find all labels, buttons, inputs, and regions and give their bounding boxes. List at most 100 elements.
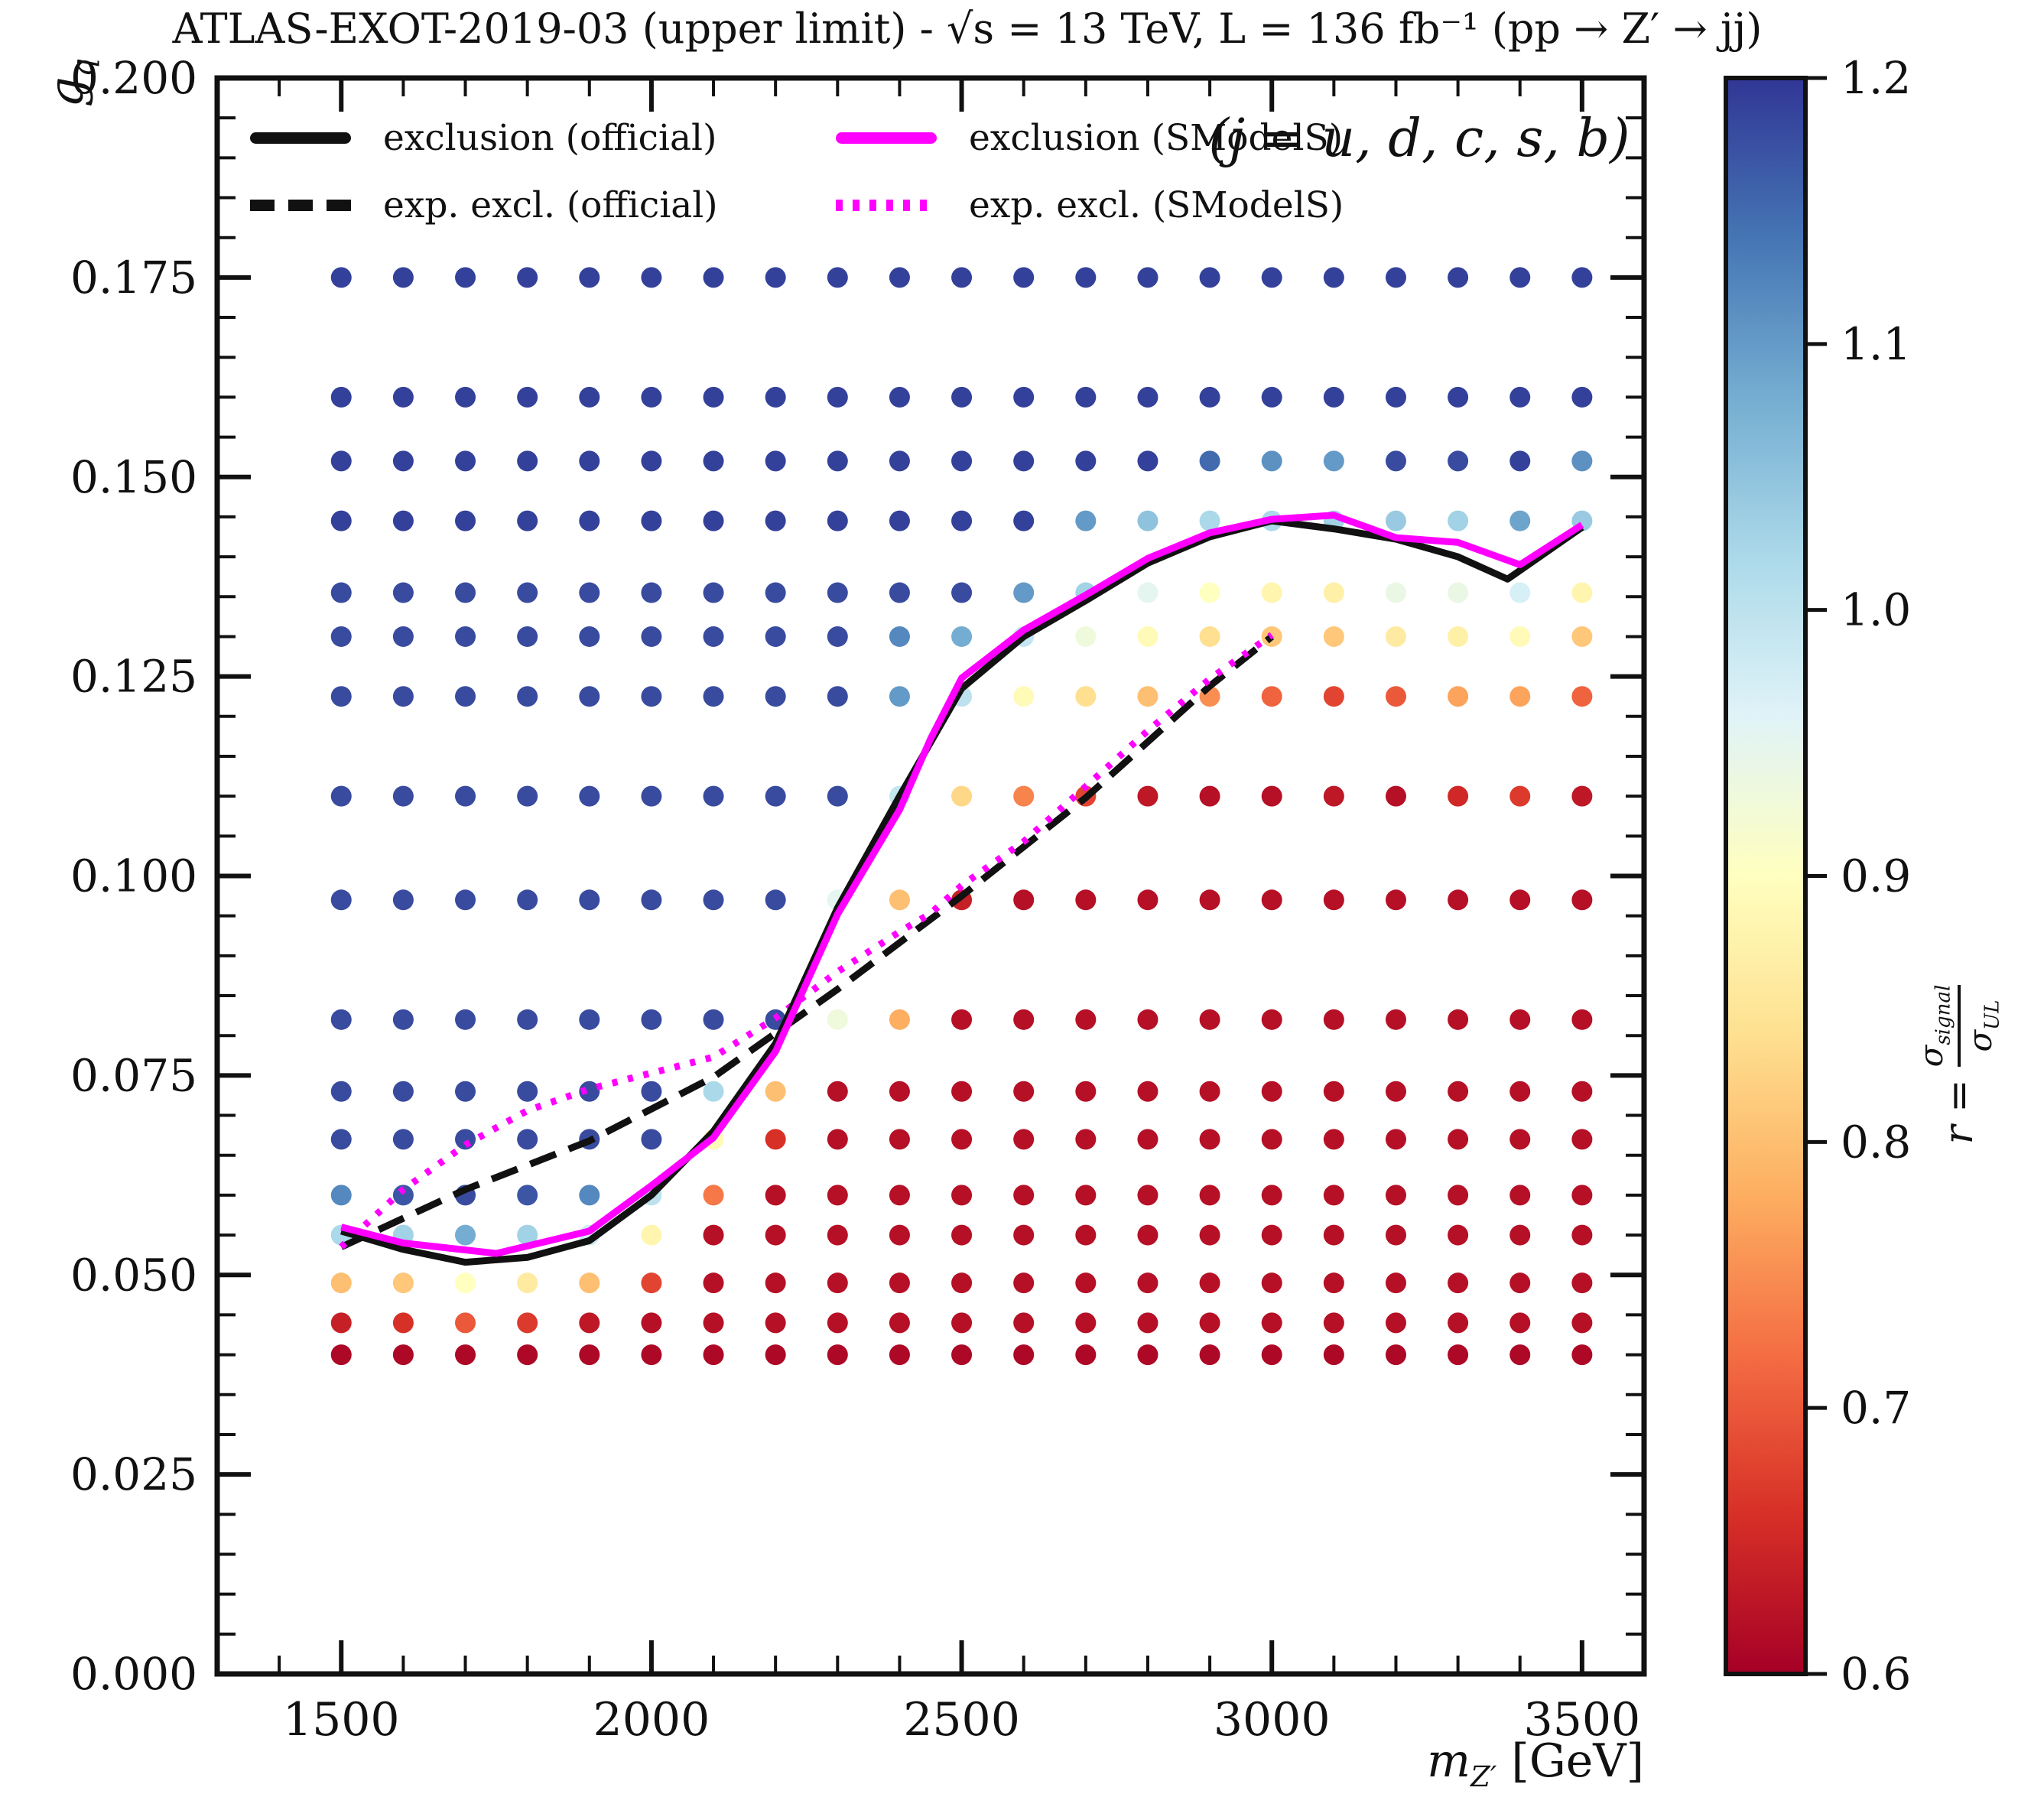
data-point — [827, 686, 848, 707]
data-point — [579, 510, 600, 531]
data-point — [703, 1224, 724, 1246]
data-point — [392, 1312, 414, 1334]
data-point — [1323, 1224, 1344, 1246]
data-point — [641, 785, 662, 807]
data-point — [1199, 1224, 1220, 1246]
data-point — [1571, 1081, 1593, 1102]
data-point — [827, 1185, 848, 1206]
data-point — [641, 582, 662, 603]
data-point — [1261, 386, 1282, 408]
data-point — [1199, 510, 1220, 531]
data-point — [392, 1272, 414, 1294]
data-point — [1199, 450, 1220, 472]
data-point — [1261, 1185, 1282, 1206]
data-point — [1261, 1081, 1282, 1102]
data-point — [827, 1009, 848, 1030]
data-point — [827, 267, 848, 288]
data-point — [1509, 626, 1531, 647]
exclusion-official--line — [340, 517, 1584, 1266]
data-point — [765, 1224, 786, 1246]
data-point — [1261, 1272, 1282, 1294]
data-point — [1448, 450, 1469, 472]
data-point — [1261, 889, 1282, 911]
data-point — [1013, 1129, 1035, 1150]
data-point — [1261, 1009, 1282, 1030]
data-point — [579, 1185, 600, 1206]
data-point — [455, 686, 476, 707]
data-point — [889, 1185, 910, 1206]
data-point — [517, 1129, 538, 1150]
data-point — [455, 386, 476, 408]
data-point — [641, 386, 662, 408]
data-point — [951, 626, 973, 647]
data-point — [1323, 1185, 1344, 1206]
data-point — [1013, 1272, 1035, 1294]
colorbar-tick-label: 0.7 — [1841, 1382, 1911, 1434]
data-point — [1013, 686, 1035, 707]
x-axis-label-var: m — [1427, 1734, 1471, 1788]
data-point — [765, 450, 786, 472]
data-point — [1385, 1009, 1406, 1030]
data-point — [330, 1272, 352, 1294]
data-point — [889, 267, 910, 288]
data-point — [641, 1081, 662, 1102]
data-point — [641, 1344, 662, 1366]
data-point — [1013, 889, 1035, 911]
y-axis-label-var: g — [38, 76, 94, 108]
dotted-magenta-line-swatch — [836, 199, 937, 211]
data-point — [1448, 1312, 1469, 1334]
data-point — [455, 1009, 476, 1030]
data-point — [455, 1129, 476, 1150]
data-point — [1448, 1009, 1469, 1030]
data-point — [1199, 386, 1220, 408]
data-point — [765, 1081, 786, 1102]
data-point — [1075, 1185, 1097, 1206]
data-point — [1261, 1129, 1282, 1150]
data-point — [579, 582, 600, 603]
data-point — [1013, 1344, 1035, 1366]
data-point — [1323, 582, 1344, 603]
data-point — [517, 1272, 538, 1294]
data-point — [330, 686, 352, 707]
data-point — [1323, 1129, 1344, 1150]
data-point — [765, 1129, 786, 1150]
colorbar-gradient — [1726, 78, 1805, 1674]
data-point — [392, 1129, 414, 1150]
data-point — [1509, 1344, 1531, 1366]
data-point — [951, 510, 973, 531]
data-point — [1075, 686, 1097, 707]
x-axis-label-sub: Z′ — [1470, 1760, 1497, 1793]
data-point — [1323, 1081, 1344, 1102]
data-point — [517, 889, 538, 911]
x-tick-label: 2000 — [593, 1693, 710, 1747]
data-point — [1385, 626, 1406, 647]
y-tick-label: 0.150 — [70, 451, 197, 503]
data-point — [641, 1272, 662, 1294]
quark-flavour-annotation: (j = u, d, c, s, b) — [1208, 109, 1630, 169]
data-point — [579, 785, 600, 807]
data-point — [951, 1224, 973, 1246]
data-point — [330, 510, 352, 531]
data-point — [1571, 386, 1593, 408]
data-point — [1509, 386, 1531, 408]
data-point — [1199, 267, 1220, 288]
data-point — [641, 626, 662, 647]
data-point — [889, 450, 910, 472]
legend-item-expected-official: exp. excl. (official) — [250, 184, 718, 226]
data-point — [765, 1185, 786, 1206]
data-point — [579, 1009, 600, 1030]
data-point — [827, 1272, 848, 1294]
data-point — [330, 1312, 352, 1334]
data-point — [1261, 686, 1282, 707]
data-point — [765, 267, 786, 288]
data-point — [517, 1344, 538, 1366]
data-point — [1075, 450, 1097, 472]
data-point — [579, 626, 600, 647]
data-point — [1385, 267, 1406, 288]
data-point — [1509, 1224, 1531, 1246]
data-point — [827, 510, 848, 531]
data-point — [889, 686, 910, 707]
data-point — [517, 582, 538, 603]
data-point — [703, 386, 724, 408]
data-point — [1137, 1344, 1158, 1366]
